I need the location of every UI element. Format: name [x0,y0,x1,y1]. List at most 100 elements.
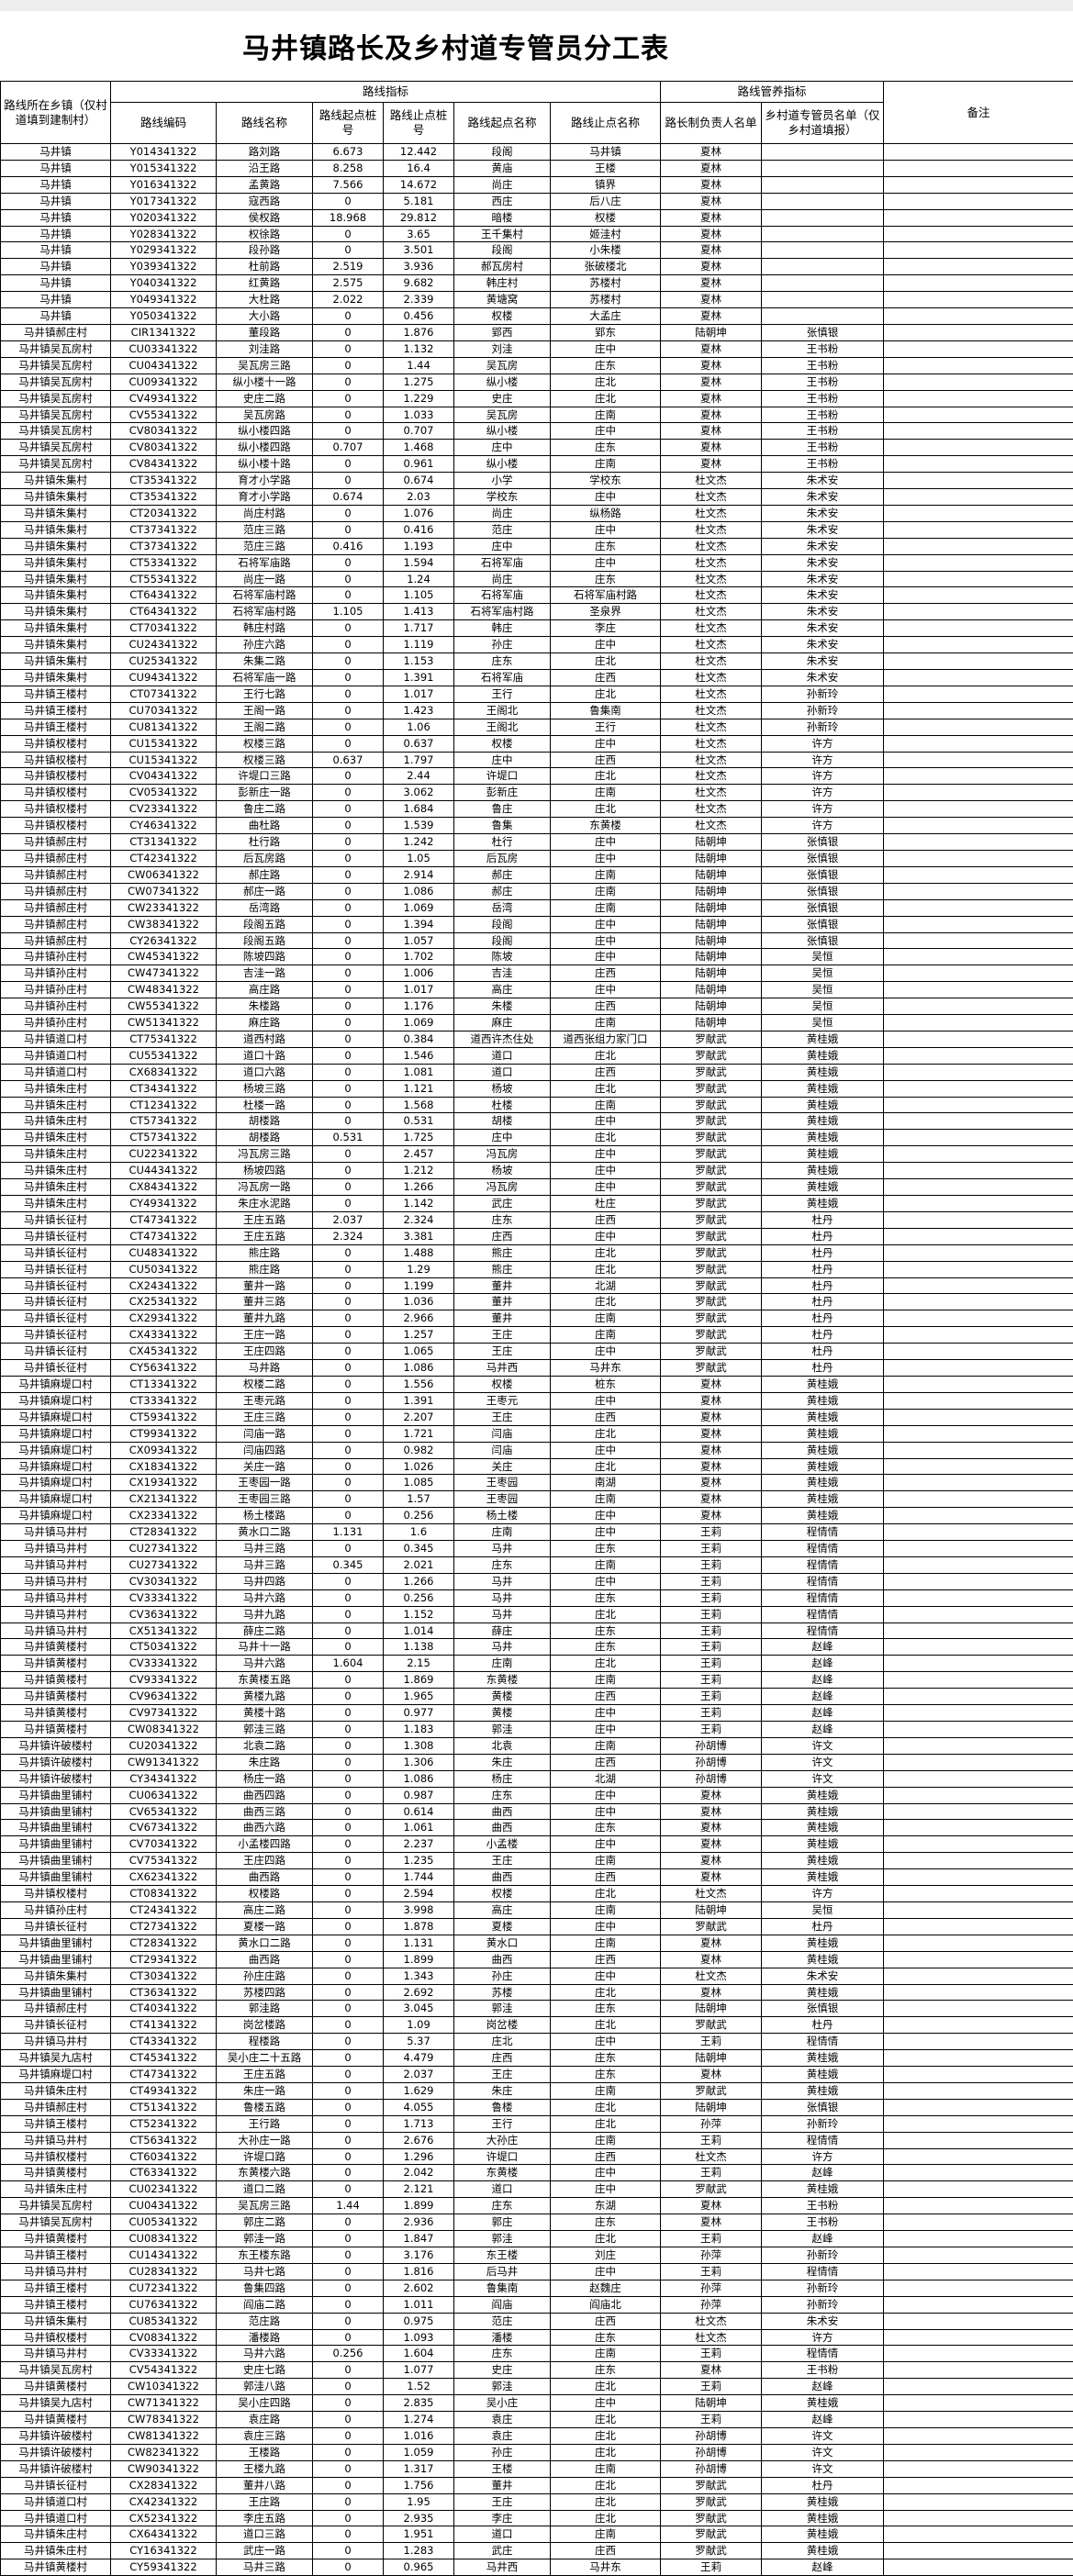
cell: 夏林 [661,1853,762,1869]
cell: 0.987 [384,1787,454,1803]
cell: 马井镇马井村 [1,1573,111,1589]
cell: 庄东 [454,1556,551,1573]
cell: 许堤口 [454,2148,551,2165]
cell: 陆朝坤 [661,324,762,340]
cell: CV33341322 [111,2346,217,2362]
cell [884,1737,1073,1754]
cell: 1.057 [384,932,454,949]
cell: 马井镇朱集村 [1,505,111,521]
cell: 庄西 [551,1409,661,1425]
cell: CW38341322 [111,916,217,932]
cell: 罗献武 [661,1344,762,1360]
cell: 马井镇吴瓦房村 [1,2214,111,2231]
cell: 1.468 [384,440,454,456]
cell: CW82341322 [111,2444,217,2460]
cell: 庄北 [551,1244,661,1261]
cell: 马井镇朱集村 [1,521,111,538]
cell: 0.961 [384,456,454,473]
cell: 1.296 [384,2148,454,2165]
cell: 庄东 [551,440,661,456]
cell [884,1984,1073,2001]
cell: 马井镇孙庄村 [1,1015,111,1032]
cell: 东王楼 [454,2247,551,2264]
cell: 王庄 [454,1853,551,1869]
cell: 王庄五路 [217,1228,313,1244]
cell: 杜文杰 [661,818,762,834]
cell: 吉洼 [454,965,551,982]
cell: 0 [313,1918,384,1935]
cell: 北湖 [551,1277,661,1294]
cell: 孟黄路 [217,176,313,193]
cell: 冯瓦房三路 [217,1146,313,1163]
cell: 0 [313,357,384,374]
cell: 马井镇权楼村 [1,752,111,768]
cell: 马井镇王楼村 [1,686,111,702]
cell: CU72341322 [111,2280,217,2296]
cell: 1.014 [384,1623,454,1639]
cell: 庄北 [551,686,661,702]
cell: 马井镇黄楼村 [1,1639,111,1656]
cell [884,423,1073,440]
cell: 9.682 [384,275,454,292]
cell: 2.237 [384,1836,454,1853]
cell: 马井镇道口村 [1,1047,111,1064]
cell: CU05341322 [111,2214,217,2231]
cell: 纵杨路 [551,505,661,521]
cell: 王书粉 [762,2214,884,2231]
cell: 0 [313,932,384,949]
cell [884,1606,1073,1623]
cell: 郝庄路 [217,866,313,883]
cell: 王书粉 [762,423,884,440]
cell: 杜文杰 [661,587,762,604]
cell: 2.022 [313,292,384,308]
cell: 范庄三路 [217,521,313,538]
cell: 闫庙四路 [217,1442,313,1458]
cell: 王楼路 [217,2444,313,2460]
cell: 庄西 [551,965,661,982]
cell: 0.982 [384,1442,454,1458]
cell: 夏林 [661,390,762,407]
cell [884,850,1073,866]
cell: 范庄路 [217,2313,313,2329]
cell: 潘楼路 [217,2329,313,2346]
cell: 吴恒 [762,965,884,982]
cell: 0 [313,1475,384,1491]
cell: 庄东 [551,1541,661,1557]
cell [884,1392,1073,1409]
cell: 庄北 [551,2231,661,2247]
cell [884,176,1073,193]
cell: 杨土楼 [454,1508,551,1524]
cell: 0 [313,2214,384,2231]
cell: 马井镇吴瓦房村 [1,2198,111,2214]
cell: 0 [313,1047,384,1064]
cell: 王莉 [661,1573,762,1589]
cell: 黄桂娥 [762,2181,884,2198]
cell: 程情情 [762,1606,884,1623]
cell: 马井镇黄楼村 [1,2165,111,2181]
cell: 0 [313,1968,384,1984]
cell [884,752,1073,768]
cell: 庄西 [551,752,661,768]
cell: 史庄 [454,2362,551,2379]
cell: 马井镇长征村 [1,1211,111,1228]
cell: 0.416 [384,521,454,538]
cell: 1.44 [384,357,454,374]
cell: 庄西 [551,998,661,1015]
cell: 马井镇朱庄村 [1,1179,111,1196]
cell: 郝庄 [454,883,551,899]
cell: 王莉 [661,1606,762,1623]
